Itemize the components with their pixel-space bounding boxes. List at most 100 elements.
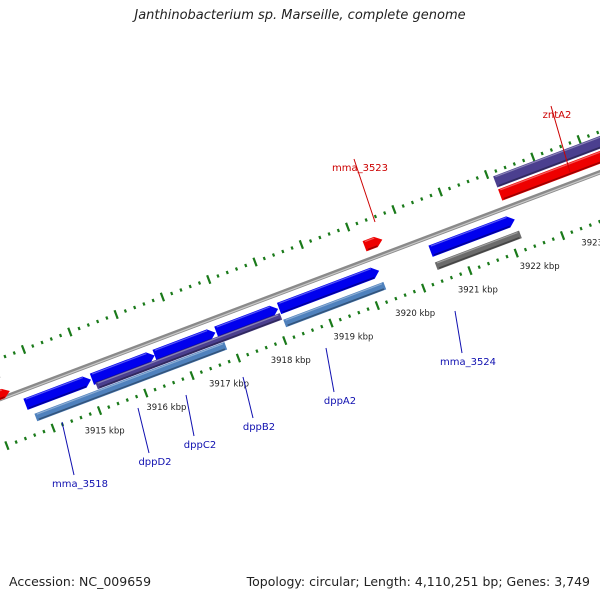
- tick-lower: [155, 388, 156, 391]
- leader-dppA2: [326, 348, 334, 392]
- gene-label-mma_3518: mma_3518: [52, 479, 108, 490]
- tick-lower: [144, 389, 147, 397]
- tick-lower: [117, 402, 118, 405]
- tick-lower: [5, 441, 8, 449]
- tick-lower: [256, 350, 257, 353]
- tick-lower: [90, 413, 91, 416]
- tick-lower: [340, 318, 341, 321]
- tick-lower: [497, 259, 498, 262]
- tick-upper: [282, 250, 283, 253]
- tick-upper: [384, 212, 385, 215]
- tick-upper: [190, 285, 191, 288]
- accession-label: Accession: NC_009659: [9, 574, 151, 589]
- tick-lower: [71, 420, 72, 423]
- tick-upper: [319, 236, 320, 239]
- tick-upper: [392, 205, 395, 213]
- gene-label-dppB2: dppB2: [243, 422, 275, 433]
- tick-upper: [41, 341, 42, 344]
- gene-label-dppA2: dppA2: [324, 396, 356, 407]
- tick-lower: [34, 434, 35, 437]
- tick-lower: [488, 262, 489, 265]
- tick-upper: [588, 135, 589, 138]
- tick-lower: [16, 441, 17, 444]
- tick-upper: [180, 289, 181, 292]
- tick-upper: [207, 275, 210, 283]
- tick-lower: [312, 329, 313, 332]
- tick-upper: [523, 159, 524, 162]
- leader-mma_3524: [455, 311, 462, 353]
- tick-lower: [349, 315, 350, 318]
- tick-lower: [506, 255, 507, 258]
- tick-upper: [217, 275, 218, 278]
- tick-upper: [346, 223, 349, 231]
- scale-label: 3923 kbp: [581, 239, 600, 249]
- tick-lower: [543, 241, 544, 244]
- tick-upper: [578, 135, 581, 143]
- operon-track-2-shine: [98, 315, 279, 383]
- tick-lower: [571, 231, 572, 234]
- gene-arrow-mma_3518: [23, 376, 91, 409]
- scale-label: 3915 kbp: [85, 426, 125, 436]
- tick-upper: [495, 170, 496, 173]
- tick-lower: [275, 343, 276, 346]
- tick-upper: [569, 142, 570, 145]
- tick-lower: [451, 276, 452, 279]
- tick-lower: [43, 430, 44, 433]
- leader-dppD2: [138, 408, 149, 453]
- tick-upper: [60, 334, 61, 337]
- scale-label: 3917 kbp: [209, 379, 249, 389]
- tick-upper: [227, 271, 228, 274]
- tick-lower: [590, 224, 591, 227]
- tick-upper: [356, 222, 357, 225]
- tick-lower: [422, 284, 425, 292]
- tick-lower: [329, 319, 332, 327]
- tick-upper: [79, 327, 80, 330]
- tick-lower: [468, 266, 471, 274]
- tick-upper: [14, 351, 15, 354]
- tick-upper: [449, 187, 450, 190]
- tick-lower: [182, 378, 183, 381]
- scale-label: 3916 kbp: [146, 403, 186, 413]
- tick-lower: [376, 301, 379, 309]
- tick-lower: [303, 332, 304, 335]
- genome-summary: Topology: circular; Length: 4,110,251 bp…: [247, 574, 590, 589]
- tick-lower: [52, 424, 55, 432]
- tick-upper: [531, 153, 534, 161]
- operon-track-1-shine: [37, 344, 223, 414]
- tick-upper: [161, 293, 164, 301]
- tick-upper: [505, 166, 506, 169]
- tick-lower: [191, 371, 194, 379]
- tick-upper: [68, 328, 71, 336]
- scale-label: 3921 kbp: [458, 285, 498, 295]
- tick-upper: [199, 282, 200, 285]
- tick-lower: [515, 249, 518, 257]
- tick-upper: [292, 247, 293, 250]
- tick-upper: [236, 268, 237, 271]
- tick-upper: [366, 219, 367, 222]
- tick-upper: [439, 188, 442, 196]
- tick-upper: [22, 345, 25, 353]
- tick-upper: [514, 163, 515, 166]
- tick-lower: [460, 273, 461, 276]
- tick-lower: [108, 406, 109, 409]
- tick-lower: [534, 245, 535, 248]
- scale-label: 3919 kbp: [333, 332, 373, 342]
- tick-upper: [542, 152, 543, 155]
- tick-upper: [412, 201, 413, 204]
- tick-upper: [338, 229, 339, 232]
- tick-upper: [115, 310, 118, 318]
- tick-lower: [210, 367, 211, 370]
- tick-upper: [32, 344, 33, 347]
- tick-lower: [247, 353, 248, 356]
- scale-label: 3918 kbp: [271, 356, 311, 366]
- tick-upper: [134, 306, 135, 309]
- tick-upper: [97, 320, 98, 323]
- tick-lower: [442, 280, 443, 283]
- scale-label: 3920 kbp: [395, 309, 435, 319]
- tick-lower: [321, 325, 322, 328]
- tick-upper: [253, 258, 256, 266]
- tick-upper: [560, 145, 561, 148]
- tick-lower: [525, 248, 526, 251]
